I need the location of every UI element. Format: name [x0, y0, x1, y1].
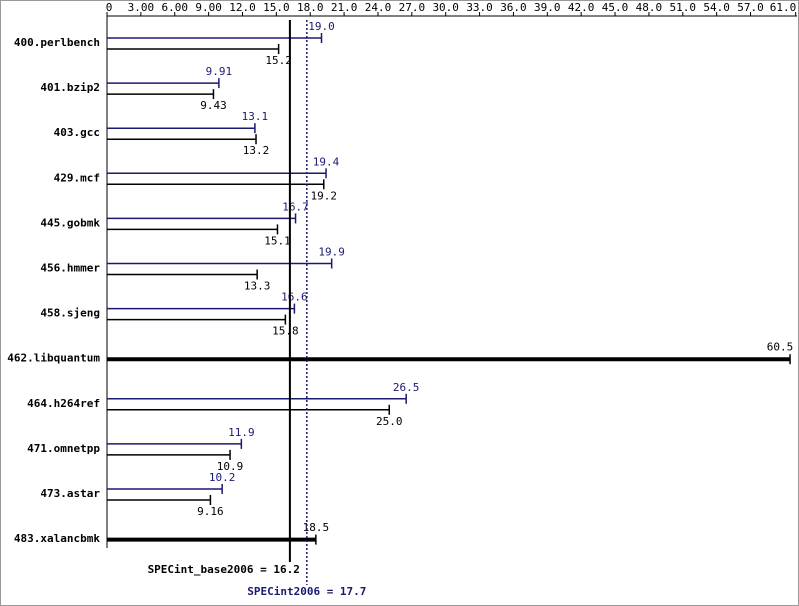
value-label: 9.16: [197, 505, 224, 518]
x-tick-label: 48.0: [636, 1, 663, 14]
category-label: 473.astar: [40, 487, 100, 500]
x-tick-label: 30.0: [432, 1, 459, 14]
value-label: 9.91: [206, 65, 233, 78]
reference-label: SPECint2006 = 17.7: [247, 585, 366, 598]
value-label: 10.9: [217, 460, 244, 473]
category-label: 471.omnetpp: [27, 442, 100, 455]
x-tick-label: 3.00: [128, 1, 155, 14]
value-label: 13.1: [242, 110, 269, 123]
x-tick-label: 57.0: [737, 1, 764, 14]
x-tick-label: 39.0: [534, 1, 561, 14]
value-label: 16.7: [282, 200, 309, 213]
value-label: 15.8: [272, 325, 299, 338]
value-label: 15.1: [264, 234, 291, 247]
x-tick-label: 54.0: [703, 1, 730, 14]
x-tick-label: 18.0: [297, 1, 324, 14]
value-label: 26.5: [393, 381, 420, 394]
x-tick-label: 45.0: [602, 1, 629, 14]
value-label: 19.2: [311, 189, 338, 202]
value-label: 19.0: [308, 20, 335, 33]
value-label: 25.0: [376, 415, 403, 428]
x-tick-label: 36.0: [500, 1, 527, 14]
category-label: 483.xalancbmk: [14, 532, 100, 545]
category-label: 429.mcf: [54, 171, 100, 184]
x-tick-label: 27.0: [399, 1, 426, 14]
value-label: 13.2: [243, 144, 270, 157]
x-tick-label: 21.0: [331, 1, 358, 14]
value-label: 10.2: [209, 471, 236, 484]
category-label: 445.gobmk: [40, 216, 100, 229]
x-tick-label: 33.0: [466, 1, 493, 14]
x-tick-label: 12.0: [229, 1, 256, 14]
value-label: 13.3: [244, 280, 271, 293]
category-label: 464.h264ref: [27, 397, 100, 410]
category-label: 462.libquantum: [7, 352, 100, 365]
x-tick-label: 24.0: [365, 1, 392, 14]
x-tick-label: 15.0: [263, 1, 290, 14]
category-label: 400.perlbench: [14, 36, 100, 49]
x-tick-label: 6.00: [161, 1, 188, 14]
value-label: 11.9: [228, 426, 255, 439]
category-label: 458.sjeng: [40, 307, 100, 320]
reference-label: SPECint_base2006 = 16.2: [148, 563, 300, 576]
value-label: 15.2: [265, 54, 292, 67]
x-tick-label: 9.00: [195, 1, 222, 14]
x-tick-label: 51.0: [670, 1, 697, 14]
category-label: 456.hmmer: [40, 262, 100, 275]
x-tick-label: 0: [106, 1, 113, 14]
value-label: 60.5: [767, 341, 794, 354]
category-label: 401.bzip2: [40, 81, 100, 94]
value-label: 16.6: [281, 291, 308, 304]
value-label: 19.9: [318, 246, 345, 259]
value-label: 9.43: [200, 99, 227, 112]
x-tick-label: 42.0: [568, 1, 595, 14]
value-label: 18.5: [303, 521, 330, 534]
category-label: 403.gcc: [54, 126, 100, 139]
x-tick-label: 61.0: [770, 1, 797, 14]
value-label: 19.4: [313, 155, 340, 168]
